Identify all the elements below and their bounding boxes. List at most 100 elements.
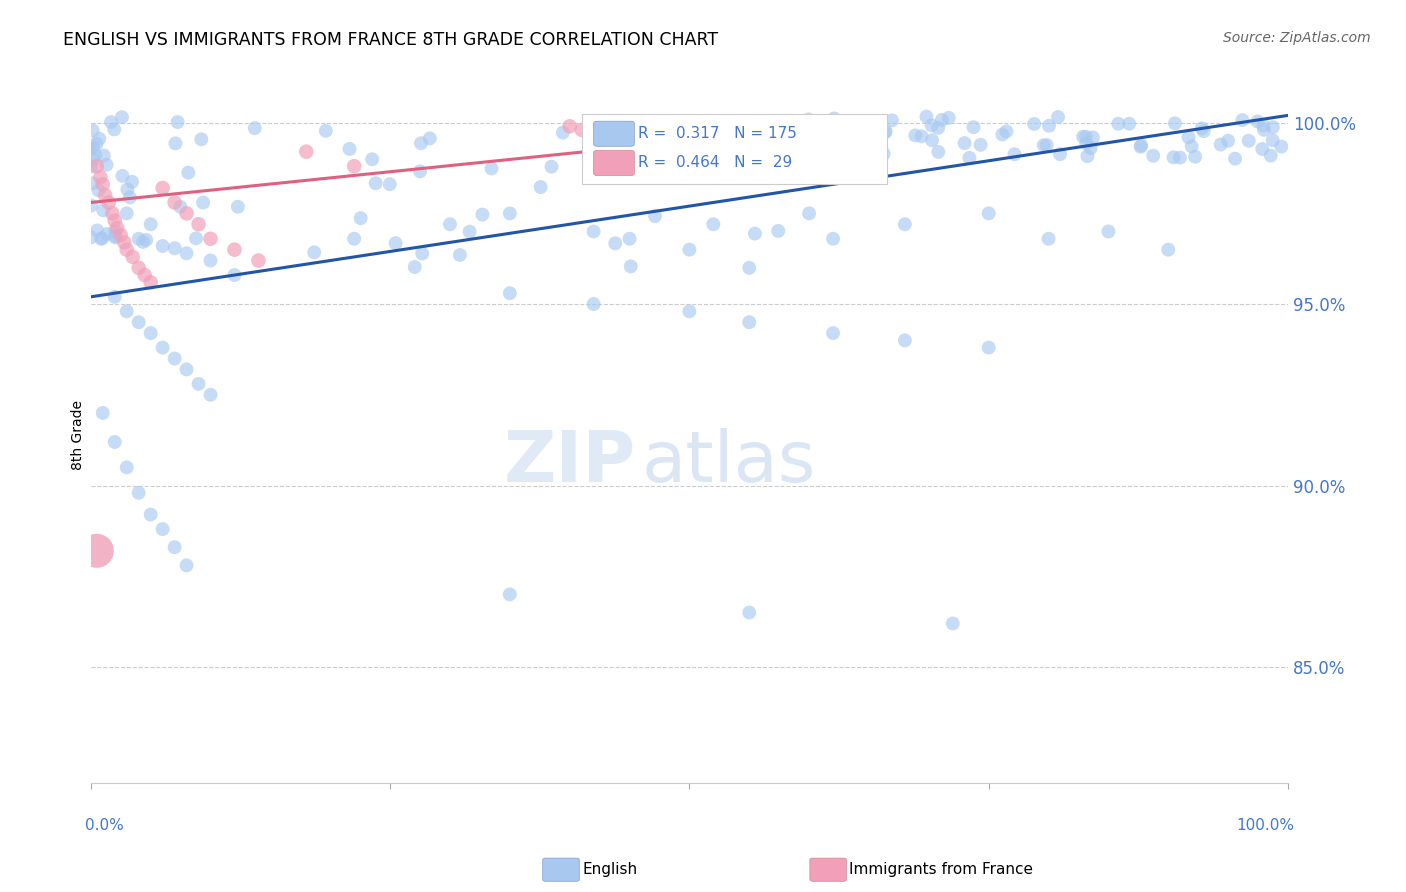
Point: [530, 180, 553, 194]
Point: [844, 129, 866, 144]
Point: [104, 290, 127, 304]
Point: [1080, 141, 1102, 155]
Text: R =  0.317   N = 175: R = 0.317 N = 175: [638, 127, 797, 141]
Point: [644, 209, 666, 223]
Point: [86, 223, 108, 237]
Point: [1038, 232, 1060, 246]
Point: [115, 304, 138, 318]
Point: [176, 362, 198, 376]
Point: [1270, 139, 1292, 153]
Point: [96, 158, 118, 172]
Point: [82, 123, 104, 137]
Point: [797, 112, 820, 127]
Point: [852, 114, 875, 128]
Point: [86, 544, 108, 558]
Point: [191, 195, 214, 210]
Point: [678, 304, 700, 318]
Text: atlas: atlas: [641, 428, 815, 497]
Point: [471, 208, 494, 222]
Point: [738, 260, 761, 275]
Point: [1032, 138, 1054, 153]
Point: [605, 236, 627, 251]
Point: [104, 229, 127, 244]
Point: [1184, 150, 1206, 164]
Point: [865, 131, 887, 145]
Point: [80, 142, 103, 156]
Point: [163, 351, 186, 366]
Text: 100.0%: 100.0%: [1236, 818, 1294, 833]
Point: [927, 120, 949, 135]
Text: 0.0%: 0.0%: [84, 818, 124, 833]
Point: [82, 176, 104, 190]
Point: [84, 148, 107, 162]
Point: [82, 140, 104, 154]
Point: [226, 200, 249, 214]
Point: [163, 241, 186, 255]
Point: [785, 137, 807, 152]
Point: [859, 134, 882, 148]
Point: [121, 175, 143, 189]
Point: [134, 268, 156, 282]
Point: [105, 220, 128, 235]
Point: [738, 315, 761, 329]
Point: [409, 136, 432, 151]
Point: [818, 142, 841, 156]
Point: [343, 232, 366, 246]
FancyBboxPatch shape: [582, 114, 887, 184]
Point: [598, 150, 620, 164]
Point: [977, 206, 1000, 220]
Point: [620, 260, 643, 274]
Point: [1107, 117, 1129, 131]
Point: [104, 434, 127, 449]
Point: [852, 147, 875, 161]
Point: [361, 153, 384, 167]
Point: [558, 120, 581, 134]
Point: [582, 297, 605, 311]
Point: [139, 326, 162, 340]
Point: [803, 125, 825, 139]
Point: [868, 142, 890, 156]
Point: [128, 485, 150, 500]
Point: [176, 206, 198, 220]
Point: [139, 275, 162, 289]
Point: [1237, 134, 1260, 148]
Point: [111, 110, 134, 124]
Point: [835, 114, 858, 128]
Point: [1232, 113, 1254, 128]
Point: [121, 250, 143, 264]
Point: [458, 225, 481, 239]
Point: [875, 124, 897, 138]
Point: [744, 227, 766, 241]
Point: [1191, 121, 1213, 136]
Point: [995, 124, 1018, 138]
Point: [1130, 138, 1153, 153]
Point: [243, 121, 266, 136]
Point: [582, 127, 605, 141]
Point: [139, 508, 162, 522]
Point: [1251, 142, 1274, 156]
Point: [93, 148, 115, 162]
Point: [184, 231, 207, 245]
Point: [169, 200, 191, 214]
Point: [910, 129, 932, 144]
Point: [1076, 136, 1098, 151]
Point: [176, 558, 198, 573]
Point: [1142, 149, 1164, 163]
Point: [1181, 139, 1204, 153]
Point: [117, 182, 139, 196]
Point: [481, 161, 503, 176]
Point: [86, 136, 108, 151]
Point: [101, 206, 124, 220]
Point: [921, 133, 943, 147]
Point: [111, 169, 134, 183]
Point: [82, 153, 104, 167]
Point: [135, 233, 157, 247]
Point: [969, 137, 991, 152]
Point: [626, 155, 648, 169]
Point: [152, 522, 174, 536]
Point: [823, 112, 845, 126]
Point: [768, 224, 790, 238]
Point: [578, 169, 600, 183]
Point: [104, 213, 127, 227]
Point: [187, 217, 209, 231]
